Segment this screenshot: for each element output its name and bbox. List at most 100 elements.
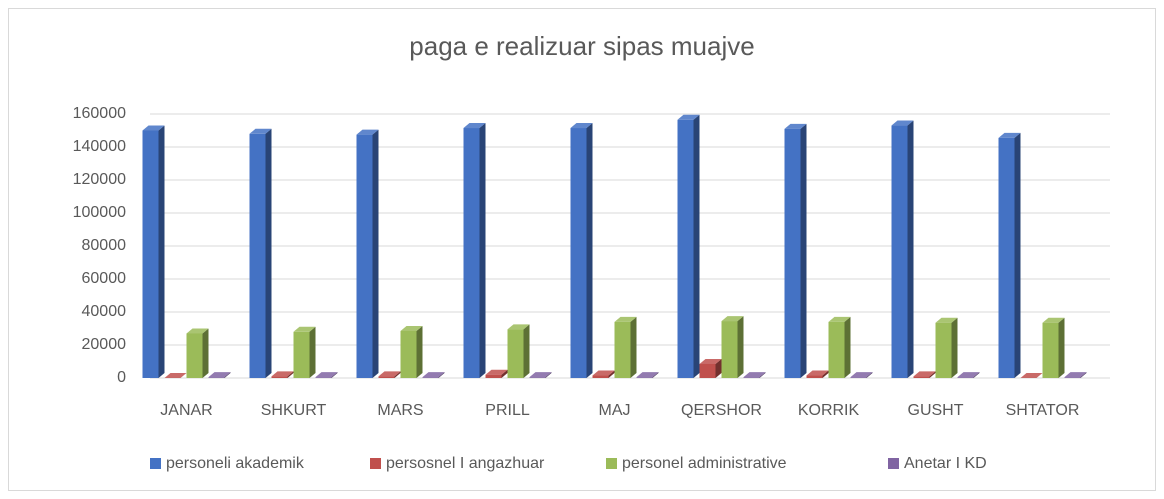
bar-side — [545, 372, 552, 378]
bar — [142, 130, 159, 378]
bar-top — [463, 123, 486, 129]
y-tick-label: 100000 — [73, 204, 126, 221]
bar — [1064, 377, 1081, 378]
bar-side — [479, 123, 486, 379]
bar — [529, 377, 546, 378]
bar — [463, 128, 480, 378]
bar-top — [850, 372, 873, 378]
bar-top — [186, 328, 209, 334]
bar — [356, 134, 373, 378]
bar-side — [265, 128, 272, 378]
bar-side — [287, 371, 294, 378]
bar-side — [372, 129, 379, 378]
bar-top — [422, 372, 445, 378]
bar — [293, 331, 310, 378]
bar-top — [935, 317, 958, 323]
bar-side — [866, 372, 873, 378]
bar-side — [929, 371, 936, 378]
x-tick-label: PRILL — [485, 402, 530, 419]
bar — [677, 119, 694, 379]
bar — [998, 137, 1015, 378]
bar — [271, 376, 288, 378]
bar-side — [737, 316, 744, 378]
bar-side — [951, 317, 958, 378]
bar-side — [652, 372, 659, 378]
bar-side — [759, 372, 766, 378]
bar — [570, 128, 587, 378]
bar-top — [208, 372, 231, 378]
y-tick-label: 0 — [117, 369, 126, 386]
bar — [828, 321, 845, 378]
bar-top — [828, 316, 851, 322]
y-tick-label: 160000 — [73, 105, 126, 122]
bar-top — [891, 120, 914, 126]
x-tick-label: SHTATOR — [1006, 402, 1080, 419]
y-tick-label: 120000 — [73, 171, 126, 188]
bar — [850, 377, 867, 378]
bar-side — [501, 369, 508, 378]
bar — [1042, 322, 1059, 378]
bar — [186, 333, 203, 378]
bar-top — [293, 326, 316, 332]
bar-top — [957, 372, 980, 378]
bar-side — [1080, 372, 1087, 378]
legend-label: persosnel I angazhuar — [386, 455, 545, 472]
bar-top — [485, 369, 508, 375]
bar-top — [913, 371, 936, 377]
bar — [614, 321, 631, 378]
y-tick-label: 140000 — [73, 138, 126, 155]
bar-top — [677, 114, 700, 120]
bar-side — [438, 372, 445, 378]
legend-swatch — [150, 458, 161, 469]
bar-side — [523, 324, 530, 378]
bar-side — [202, 328, 209, 378]
bar — [422, 377, 439, 378]
chart-title: paga e realizuar sipas muajve — [409, 31, 754, 61]
bar-side — [693, 114, 700, 379]
bar — [400, 330, 417, 378]
bar-top — [249, 128, 272, 134]
legend-swatch — [606, 458, 617, 469]
bar-side — [309, 326, 316, 378]
bar-side — [586, 123, 593, 379]
bar-top — [507, 324, 530, 330]
bar-side — [416, 325, 423, 378]
bar-top — [614, 316, 637, 322]
bar-top — [1042, 317, 1065, 323]
bar — [636, 377, 653, 378]
bar — [249, 133, 266, 378]
y-tick-label: 40000 — [82, 303, 127, 320]
bar — [378, 376, 395, 378]
legend-label: personeli akademik — [166, 455, 305, 472]
x-tick-label: SHKURT — [261, 402, 327, 419]
bar-top — [529, 372, 552, 378]
bar-top — [592, 370, 615, 376]
bar-side — [394, 371, 401, 378]
bar-top — [271, 371, 294, 377]
bar-side — [224, 372, 231, 378]
bar — [208, 377, 225, 378]
bar-side — [907, 120, 914, 379]
bar-side — [158, 125, 165, 378]
bar-side — [608, 370, 615, 378]
bar-top — [400, 325, 423, 331]
bar-side — [1014, 132, 1021, 378]
bar — [485, 374, 502, 378]
bar-top — [1064, 372, 1087, 378]
bar-side — [844, 316, 851, 378]
bar — [743, 377, 760, 378]
bar-side — [1058, 317, 1065, 378]
legend-label: personel administrative — [622, 455, 787, 472]
bar-top — [1020, 373, 1043, 378]
x-tick-label: KORRIK — [798, 402, 860, 419]
x-tick-label: JANAR — [160, 402, 212, 419]
bar-top — [570, 123, 593, 129]
bar — [507, 329, 524, 378]
bar — [721, 321, 738, 378]
bar — [806, 375, 823, 378]
legend-swatch — [370, 458, 381, 469]
bar — [315, 377, 332, 378]
y-tick-label: 60000 — [82, 270, 127, 287]
